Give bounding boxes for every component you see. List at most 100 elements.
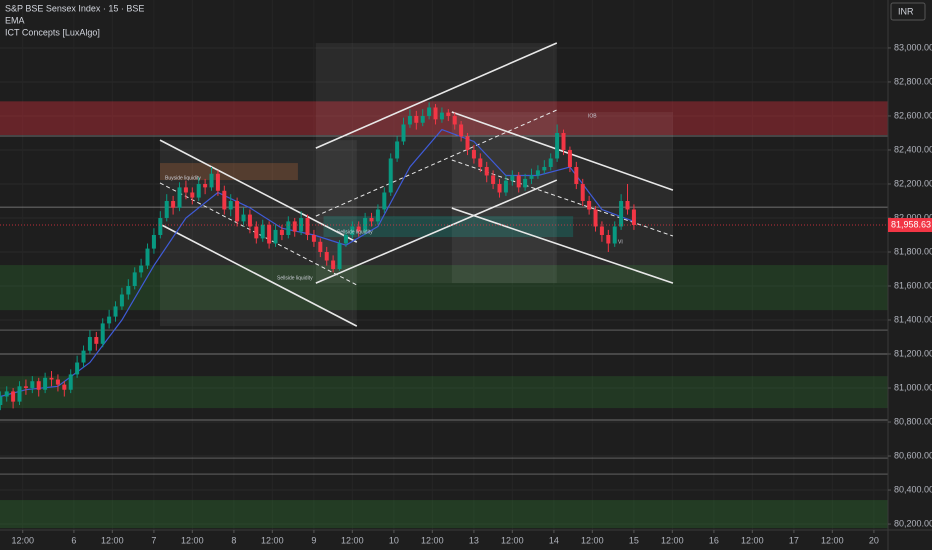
candle-body: [286, 221, 291, 235]
y-tick-label: 82,200.00: [894, 178, 932, 188]
candle-body: [203, 183, 208, 188]
candle-body: [305, 217, 310, 235]
candle-body: [87, 337, 92, 351]
candle-body: [177, 187, 182, 208]
x-tick-label: 14: [549, 535, 559, 545]
candle-body: [267, 224, 272, 244]
candle-body: [580, 183, 585, 201]
candle-body: [401, 124, 406, 142]
candle-body: [164, 200, 169, 218]
candle-body: [132, 272, 137, 286]
candle-body: [567, 149, 572, 167]
zone: [0, 500, 888, 529]
candle-body: [94, 337, 99, 344]
candle-body: [0, 396, 3, 406]
candle-body: [17, 386, 22, 402]
x-tick-label: 15: [629, 535, 639, 545]
candle-body: [523, 178, 528, 188]
x-tick-label: 13: [469, 535, 479, 545]
candle-body: [491, 175, 496, 184]
candle-body: [43, 377, 48, 390]
candle-body: [382, 192, 387, 210]
candle-body: [81, 350, 86, 363]
y-tick-label: 81,200.00: [894, 348, 932, 358]
x-tick-label: 8: [231, 535, 236, 545]
candle-body: [68, 374, 73, 390]
zone: [0, 265, 888, 311]
candle-body: [4, 391, 9, 397]
candle-body: [318, 241, 323, 252]
x-tick-label: 12:00: [101, 535, 124, 545]
candle-body: [139, 265, 144, 273]
x-tick-label: 12:00: [341, 535, 364, 545]
candle-body: [465, 136, 470, 150]
channel-mid: [315, 109, 558, 217]
x-tick-label: 12:00: [421, 535, 444, 545]
candle-body: [55, 379, 60, 385]
candle-body: [145, 248, 150, 266]
channel-lower: [315, 179, 558, 284]
candle-body: [427, 107, 432, 116]
x-tick-label: 12:00: [821, 535, 844, 545]
x-tick-label: 12:00: [501, 535, 524, 545]
candle-body: [299, 217, 304, 232]
candle-body: [209, 173, 214, 188]
candle-body: [235, 200, 240, 222]
candle-body: [452, 115, 457, 125]
candle-body: [222, 190, 227, 210]
price-tag-label: 81,958.63: [891, 219, 931, 229]
candle-body: [36, 381, 41, 390]
x-tick-label: 12:00: [741, 535, 764, 545]
candle-body: [196, 183, 201, 198]
price-tag: [888, 218, 932, 233]
candle-body: [171, 200, 176, 208]
candle-body: [113, 306, 118, 317]
candle-body: [324, 251, 329, 261]
channel-box: [160, 140, 357, 327]
candle-body: [619, 200, 624, 227]
x-tick-label: 12:00: [581, 535, 604, 545]
candle-body: [497, 183, 502, 193]
x-tick-label: 12:00: [11, 535, 34, 545]
candle-body: [356, 226, 361, 232]
currency-box[interactable]: [890, 2, 926, 21]
candle-body: [606, 234, 611, 244]
x-tick-label: 12:00: [261, 535, 284, 545]
candle-body: [260, 224, 265, 239]
y-tick-label: 81,800.00: [894, 246, 932, 256]
candle-body: [625, 200, 630, 210]
candle-body: [158, 217, 163, 235]
candle-body: [30, 381, 35, 389]
candle-body: [375, 209, 380, 222]
candle-body: [593, 209, 598, 227]
annotation: Buyside liquidity: [165, 175, 201, 181]
candle-body: [369, 217, 374, 222]
channel-upper: [315, 42, 558, 149]
zone: [0, 376, 888, 409]
candle-body: [587, 200, 592, 210]
y-tick-label: 82,600.00: [894, 110, 932, 120]
candle-body: [478, 158, 483, 167]
y-tick-label: 80,200.00: [894, 518, 932, 528]
x-tick-label: 20: [869, 535, 879, 545]
candle-body: [574, 166, 579, 184]
candle-body: [459, 124, 464, 137]
candle-body: [363, 217, 368, 232]
zone: [0, 101, 888, 136]
plot-area: Buyside liquidity Sellside liquidity Sells…: [0, 42, 888, 529]
x-tick-label: 7: [151, 535, 156, 545]
candle-body: [331, 260, 336, 269]
candle-body: [414, 115, 419, 123]
candle-body: [439, 112, 444, 120]
candle-body: [190, 192, 195, 198]
candle-body: [119, 294, 124, 307]
annotation: Sellside liquidity: [277, 275, 313, 281]
currency[interactable]: INR: [898, 6, 914, 16]
x-tick-label: 16: [709, 535, 719, 545]
y-tick-label: 81,600.00: [894, 280, 932, 290]
candle-body: [343, 234, 348, 244]
candle-body: [126, 285, 131, 295]
candle-body: [311, 234, 316, 242]
x-tick-label: 6: [71, 535, 76, 545]
